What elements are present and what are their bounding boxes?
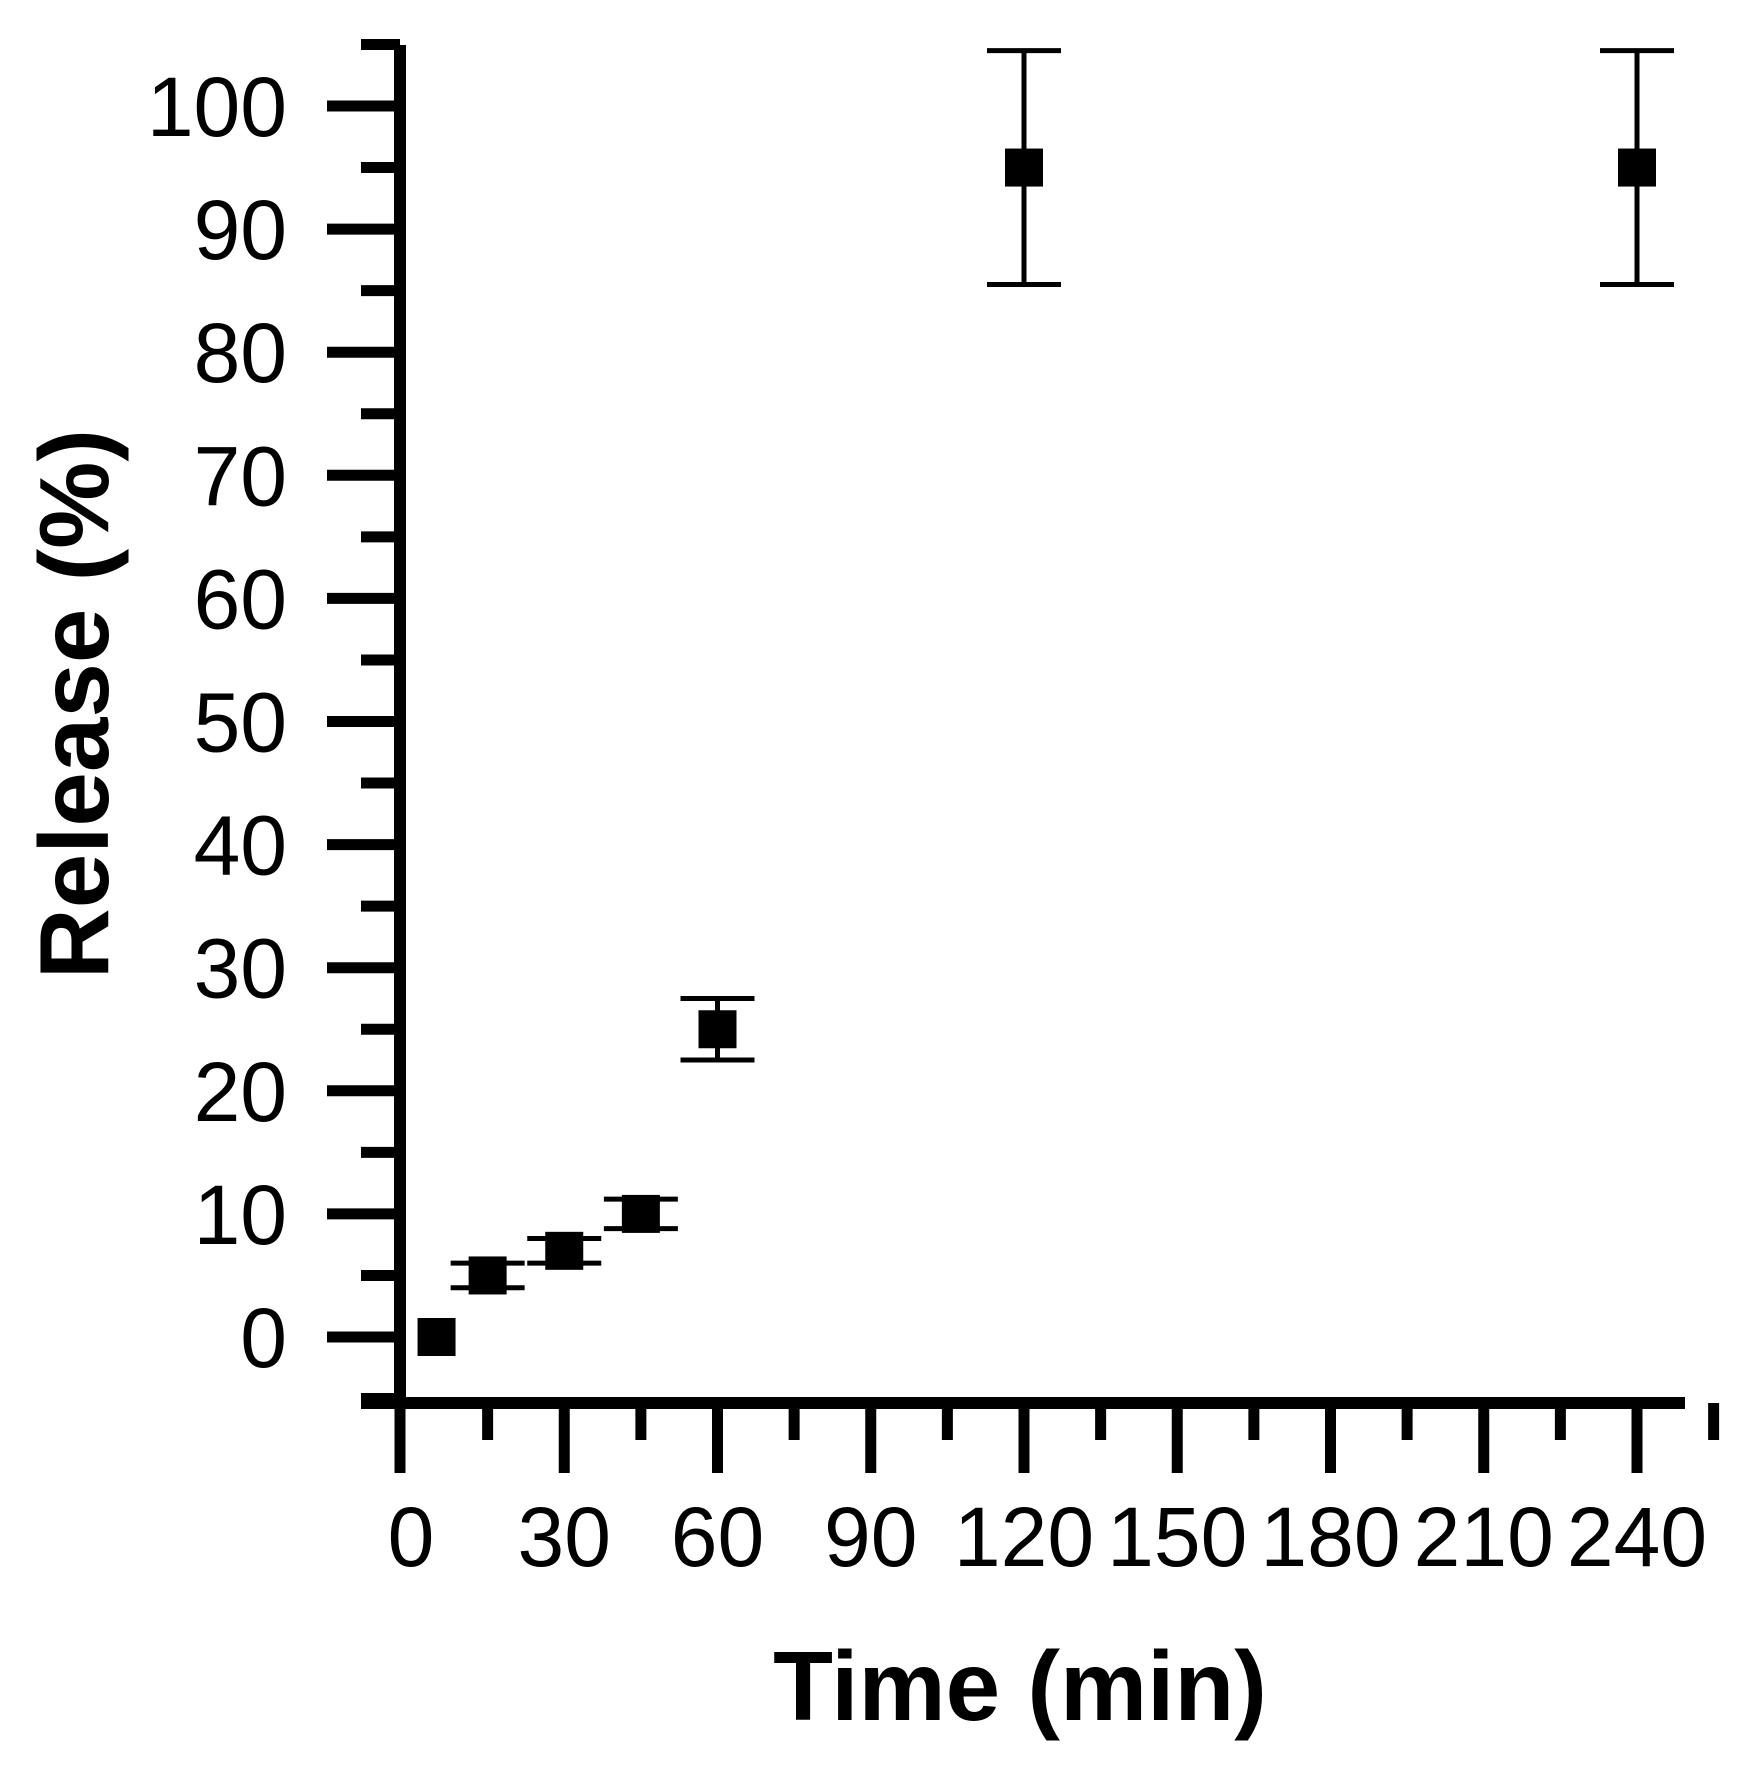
y-tick-label: 100: [147, 60, 287, 154]
square-marker: [468, 1256, 507, 1295]
y-tick-label: 20: [194, 1045, 287, 1139]
data-point: [603, 1194, 678, 1233]
data-point: [1600, 48, 1674, 287]
y-tick-label: 80: [194, 306, 287, 400]
data-point: [417, 1318, 456, 1356]
square-marker: [1618, 148, 1656, 187]
data-point: [987, 48, 1061, 287]
x-tick-label: 180: [1260, 1490, 1400, 1584]
x-tick-label: 210: [1414, 1490, 1554, 1584]
y-tick-label: 30: [194, 922, 287, 1016]
x-tick-label: 240: [1567, 1490, 1707, 1584]
y-tick-label: 60: [194, 552, 287, 646]
x-tick-label: 120: [954, 1490, 1094, 1584]
data-point: [450, 1256, 525, 1295]
square-marker: [545, 1231, 584, 1270]
x-axis: [361, 1397, 1720, 1473]
y-tick-labels: 0 10 20 30 40 50 60 70 80 90 100: [147, 60, 287, 1385]
y-tick-label: 50: [194, 676, 287, 770]
x-tick-label: 150: [1107, 1490, 1247, 1584]
x-tick-labels: 0 30 60 90 120 150 180 210 240: [388, 1490, 1707, 1584]
data-point: [680, 995, 755, 1063]
square-marker: [417, 1318, 456, 1356]
y-axis-title: Release (%): [19, 429, 129, 979]
y-tick-label: 10: [194, 1168, 287, 1262]
y-tick-label: 90: [194, 183, 287, 277]
x-tick-label: 60: [671, 1490, 764, 1584]
data-point: [527, 1231, 602, 1270]
y-tick-label: 40: [194, 799, 287, 893]
x-axis-title: Time (min): [773, 1631, 1267, 1741]
x-tick-label: 90: [824, 1490, 917, 1584]
y-tick-label: 70: [194, 429, 287, 523]
y-axis: [327, 38, 406, 1408]
x-tick-label: 30: [518, 1490, 611, 1584]
square-marker: [621, 1194, 660, 1233]
square-marker: [698, 1010, 737, 1049]
data-points: [417, 48, 1674, 1356]
x-tick-label: 0: [388, 1490, 435, 1584]
square-marker: [1005, 148, 1043, 187]
y-tick-label: 0: [240, 1291, 287, 1385]
